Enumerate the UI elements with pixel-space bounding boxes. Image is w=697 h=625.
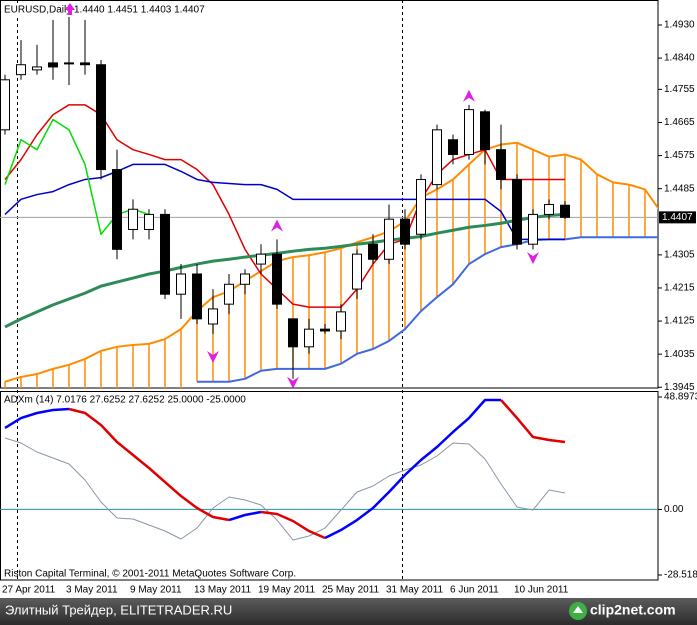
sub-plot (0, 398, 658, 541)
candle-body (416, 178, 426, 235)
main-panel-frame (0, 0, 659, 389)
indicator-line (4, 163, 565, 241)
candle-body (352, 253, 362, 290)
fractal-up (463, 89, 475, 102)
price-label-box (659, 211, 696, 224)
candle-body (32, 66, 42, 71)
adx-line (324, 398, 501, 540)
sub-title: ADXm (14) 7.0176 27.6252 27.6252 25.0000… (4, 395, 246, 406)
y-tick-label: 0.00 (664, 504, 684, 515)
fractal-down (287, 376, 299, 388)
candle-body (448, 139, 458, 155)
candle-body (224, 283, 234, 305)
y-tick-label: 1.4930 (664, 20, 695, 31)
x-tick-label: 10 Jun 2011 (514, 585, 569, 596)
adx-line (500, 399, 566, 444)
candle-body (48, 62, 58, 68)
span-b-line (197, 236, 658, 383)
chart-title: EURUSD,Daily (4, 5, 71, 16)
candle-body (320, 328, 330, 332)
indicator-line (4, 437, 566, 541)
candle-body (208, 308, 218, 325)
candle-body (560, 204, 570, 218)
candle-body (176, 273, 186, 295)
y-tick-label: -28.5187 (664, 570, 697, 581)
candle-body (336, 311, 346, 332)
fractal-up (271, 219, 283, 232)
y-tick-label: 1.4035 (664, 349, 695, 360)
y-tick-label: 1.4575 (664, 150, 695, 161)
y-tick-label: 1.4755 (664, 84, 695, 95)
candle-body (288, 318, 298, 348)
candle-body (384, 218, 394, 260)
candle-body (160, 213, 170, 295)
candle-body (192, 273, 202, 320)
x-tick-label: 9 May 2011 (130, 585, 182, 596)
candle-body (64, 62, 74, 65)
y-tick-label: 1.3945 (664, 382, 695, 393)
fractal-down (207, 351, 219, 364)
adx-line (228, 510, 262, 522)
candle-body (304, 328, 314, 348)
y-tick-label: 1.4125 (664, 316, 695, 327)
footer-logo: clip2net.com (590, 602, 676, 618)
y-tick-label: 1.4665 (664, 117, 695, 128)
candle-body (464, 109, 474, 155)
candle-body (256, 253, 266, 265)
adx-line (68, 407, 230, 522)
candle-body (96, 64, 106, 171)
footer-text: Элитный Трейдер, ELITETRADER.RU (5, 602, 232, 617)
price-label: 1.4407 (662, 212, 693, 223)
candle-body (496, 149, 506, 180)
candle-body (0, 79, 10, 131)
y-tick-label: 1.4485 (664, 183, 695, 194)
x-tick-label: 3 May 2011 (66, 585, 118, 596)
candle-body (16, 64, 26, 76)
x-tick-label: 6 Jun 2011 (450, 585, 499, 596)
y-tick-label: 1.4305 (664, 250, 695, 261)
x-tick-label: 19 May 2011 (258, 585, 316, 596)
candle-body (528, 213, 538, 245)
fractal-down (527, 252, 539, 265)
candle-body (512, 178, 522, 245)
y-tick-label: 1.4215 (664, 283, 695, 294)
indicator-line (4, 118, 150, 236)
candle-body (144, 213, 154, 230)
x-tick-label: 31 May 2011 (386, 585, 444, 596)
x-tick-label: 27 Apr 2011 (2, 585, 56, 596)
candle-body (112, 169, 122, 250)
main-plot (0, 15, 658, 388)
logo-arrow (573, 606, 583, 613)
sub-panel-frame (0, 391, 659, 581)
y-tick-label: 48.8973 (664, 392, 697, 403)
candle-body (400, 218, 410, 245)
axes: 1.4930 1.4840 1.4755 1.4665 1.4575 1.4485 1.43… (2, 20, 697, 596)
candle-body (432, 129, 442, 186)
adx-line (260, 510, 326, 540)
copyright: Riston Capital Terminal, © 2001-2011 Met… (4, 569, 296, 580)
candle-body (544, 203, 554, 215)
candle-body (480, 111, 490, 151)
candle-body (240, 273, 250, 285)
span-a-line (4, 141, 658, 383)
adx-line (4, 407, 70, 430)
candle-body (80, 62, 90, 66)
title-icon (65, 3, 75, 15)
x-tick-label: 13 May 2011 (194, 585, 252, 596)
candle-body (272, 253, 282, 305)
candle-body (368, 243, 378, 260)
indicator-line (4, 212, 566, 329)
y-tick-label: 1.4840 (664, 53, 695, 64)
candle-body (128, 208, 138, 230)
chart-subtitle: 1.4440 1.4451 1.4403 1.4407 (74, 5, 205, 16)
x-tick-label: 25 May 2011 (322, 585, 380, 596)
